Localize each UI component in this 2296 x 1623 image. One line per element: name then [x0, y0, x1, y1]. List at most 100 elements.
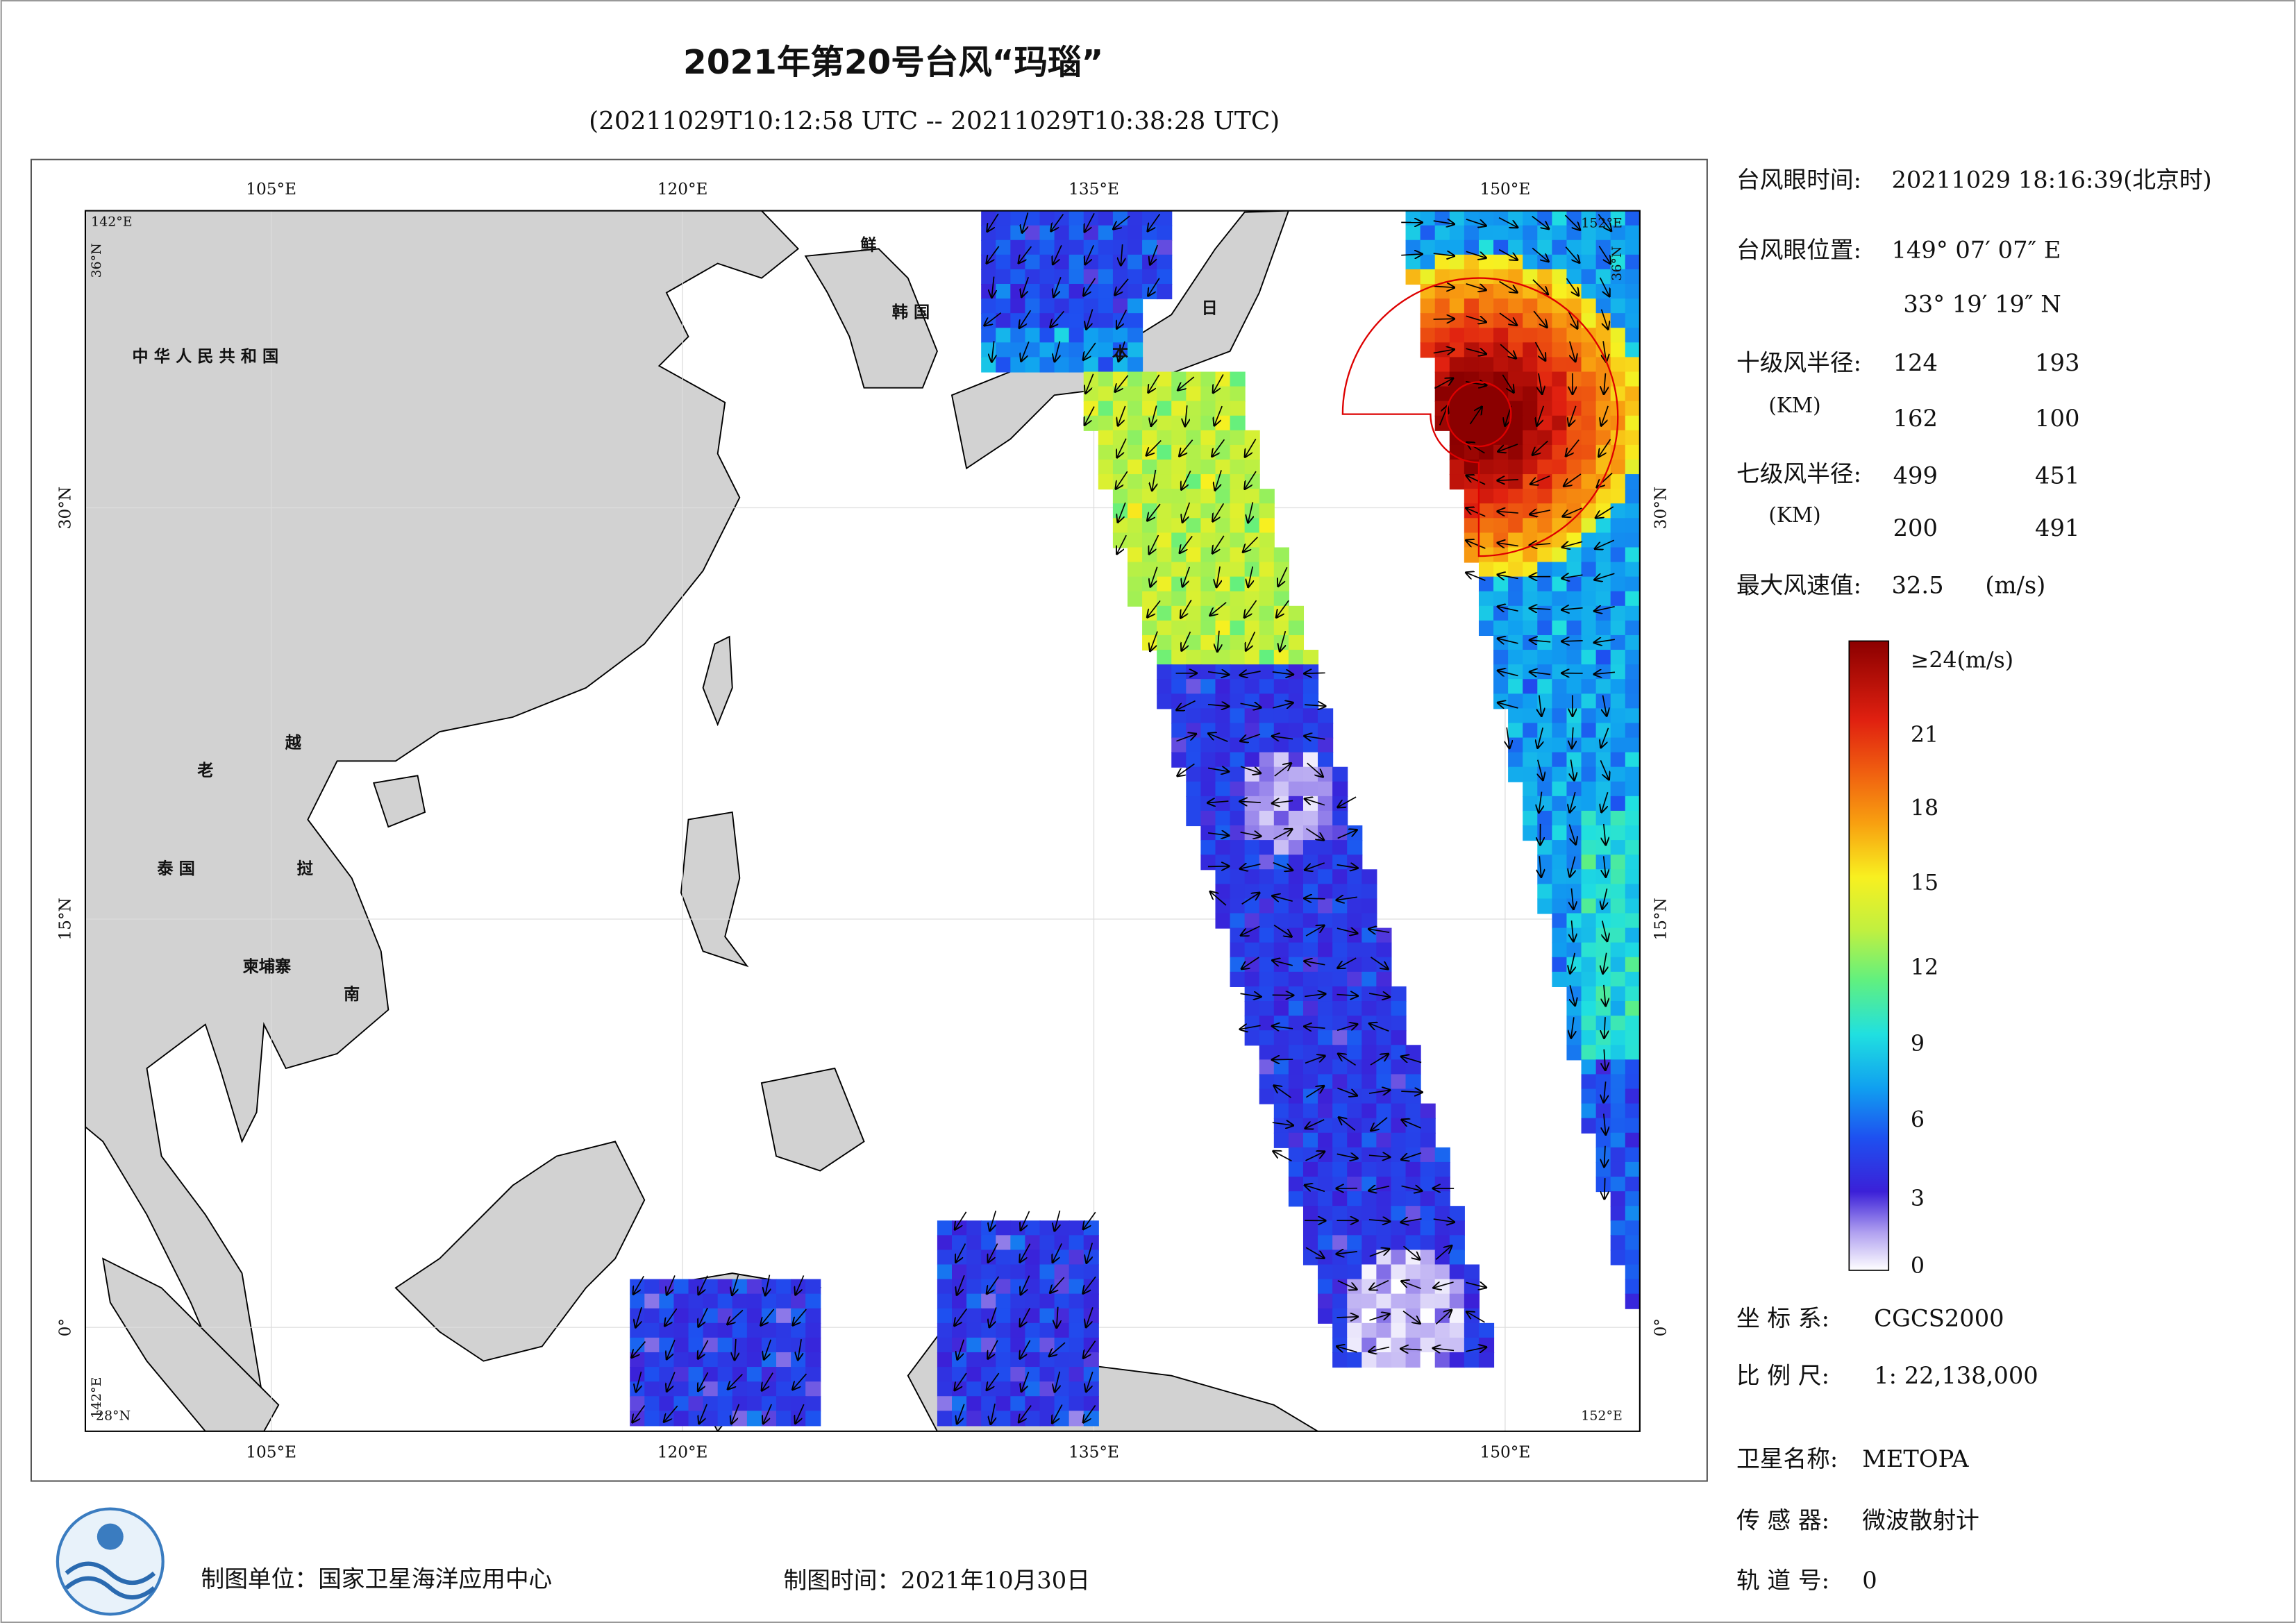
wind-arrow — [1500, 344, 1516, 358]
wind-cell — [1215, 386, 1231, 402]
wind-cell — [1157, 547, 1173, 563]
wind-cell — [1215, 532, 1231, 548]
wind-cell — [1552, 591, 1568, 607]
wind-cell — [1523, 620, 1539, 637]
info-label: 七级风半径: — [1736, 460, 1861, 487]
wind-cell — [1523, 723, 1539, 739]
wind-cell — [1552, 737, 1568, 753]
wind-cell — [1083, 1279, 1099, 1295]
place-label: 鲜 — [860, 236, 876, 255]
wind-cell — [1288, 942, 1305, 958]
wind-cell — [1610, 708, 1626, 724]
wind-arrow — [1115, 375, 1129, 392]
wind-cell — [1273, 869, 1289, 885]
wind-cell — [1581, 1030, 1597, 1046]
wind-cell — [1142, 210, 1158, 226]
wind-cell — [630, 1396, 646, 1412]
wind-arrow — [1305, 1086, 1323, 1098]
wind-cell — [1420, 1176, 1436, 1193]
wind-arrow — [1051, 213, 1064, 230]
wind-cell — [1478, 430, 1495, 446]
wind-cell — [1259, 869, 1275, 885]
wind-cell — [981, 1264, 997, 1280]
meta-label: 比 例 尺: — [1736, 1362, 1829, 1389]
wind-cell — [1025, 1308, 1041, 1324]
wind-cell — [1464, 1264, 1480, 1280]
wind-cell — [1069, 210, 1084, 226]
wind-cell — [1610, 239, 1626, 255]
wind-cell — [996, 1250, 1012, 1265]
wind-cell — [1142, 239, 1158, 255]
wind-arrow — [1498, 512, 1518, 513]
wind-cell — [1552, 239, 1568, 255]
wind-cell — [1318, 840, 1334, 856]
wind-cell — [1039, 328, 1055, 344]
wind-cell — [1405, 239, 1421, 255]
wind-cell — [1376, 1250, 1392, 1265]
wind-arrow — [796, 1404, 805, 1423]
wind-cell — [1259, 840, 1275, 856]
wind-cell — [952, 1411, 968, 1427]
wind-cell — [1142, 591, 1158, 607]
wind-cell — [1610, 357, 1626, 373]
wind-arrow — [1369, 1249, 1389, 1257]
wind-cell — [1083, 1322, 1099, 1338]
wind-cell — [1069, 1322, 1084, 1338]
wind-cell — [1595, 489, 1611, 505]
wind-arrow — [1305, 925, 1324, 936]
wind-cell — [1215, 796, 1231, 812]
wind-arrow — [1305, 1152, 1325, 1161]
wind-cell — [1098, 254, 1114, 270]
wind-cell — [1157, 269, 1173, 285]
wind-cell — [1200, 503, 1216, 519]
wind-cell — [1610, 1132, 1626, 1148]
wind-cell — [703, 1367, 719, 1383]
wind-cell — [1039, 239, 1055, 255]
wind-cell — [981, 1381, 997, 1397]
wind-arrow — [1337, 830, 1357, 839]
meta-value: 1: 22,138,000 — [1874, 1362, 2038, 1389]
wind-cell — [1186, 430, 1202, 446]
wind-cell — [1230, 693, 1246, 709]
wind-cell — [1318, 1308, 1334, 1324]
wind-cell — [1244, 810, 1260, 827]
wind-cell — [1318, 869, 1334, 885]
wind-cell — [1171, 650, 1187, 666]
wind-cell — [1347, 1250, 1363, 1265]
wind-cell — [1347, 1279, 1363, 1295]
wind-arrow — [1055, 1210, 1059, 1231]
wind-cell — [1537, 386, 1553, 402]
wind-arrow — [1466, 573, 1486, 581]
wind-cell — [1595, 971, 1611, 987]
wind-cell — [1552, 401, 1568, 417]
wind-cell — [1347, 1059, 1363, 1075]
wind-arrow — [1604, 1049, 1605, 1070]
wind-cell — [1552, 825, 1568, 841]
wind-arrow — [1245, 439, 1257, 456]
wind-cell — [1127, 313, 1143, 329]
wind-cell — [1200, 401, 1216, 417]
wind-cell — [1625, 913, 1640, 929]
wind-arrow — [764, 1404, 772, 1423]
wind-cell — [1244, 591, 1260, 607]
wind-cell — [1610, 620, 1626, 637]
wind-cell — [1318, 1264, 1334, 1280]
wind-cell — [1405, 1264, 1421, 1280]
wind-cell — [1039, 357, 1055, 373]
wind-cell — [1186, 518, 1202, 534]
wind-cell — [1464, 313, 1480, 329]
wind-arrow — [1433, 349, 1454, 353]
wind-cell — [1215, 503, 1231, 519]
wind-cell — [1157, 489, 1173, 505]
wind-cell — [659, 1352, 675, 1368]
wind-cell — [1552, 328, 1568, 344]
wind-cell — [1215, 547, 1231, 563]
wind-cell — [1142, 401, 1158, 417]
wind-cell — [1493, 313, 1509, 329]
wind-cell — [1391, 1088, 1407, 1104]
wind-cell — [1157, 591, 1173, 607]
wind-arrow — [1121, 244, 1122, 264]
wind-cell — [1405, 1059, 1421, 1075]
wind-cell — [1566, 283, 1582, 300]
wind-cell — [1595, 1030, 1611, 1046]
